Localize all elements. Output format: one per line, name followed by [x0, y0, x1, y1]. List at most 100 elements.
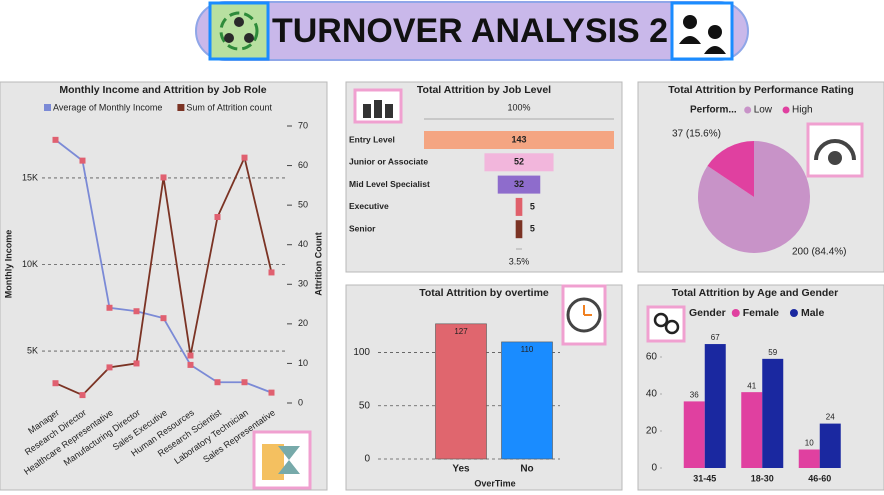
- data-label: 200 (84.4%): [792, 247, 846, 258]
- y2-tick-label: 40: [298, 239, 308, 249]
- x-tick-label: 31-45: [693, 473, 716, 483]
- header-banner: [195, 1, 749, 61]
- legend-label: Sum of Attrition count: [186, 102, 272, 112]
- data-label: 32: [514, 179, 524, 189]
- funnel-bar: [484, 153, 554, 172]
- icon-shape: [385, 104, 393, 118]
- legend-swatch: [44, 104, 51, 111]
- icon-person: [679, 36, 701, 44]
- bar: [704, 344, 726, 468]
- category-label: Entry Level: [349, 134, 395, 144]
- point-marker: [160, 174, 167, 181]
- legend-swatch: [789, 309, 798, 317]
- chart-title: Total Attrition by Age and Gender: [672, 287, 838, 299]
- chart-title: Monthly Income and Attrition by Job Role: [59, 84, 266, 96]
- y-axis-title: Monthly Income: [3, 230, 13, 299]
- x-tick-label: 46-60: [808, 473, 831, 483]
- bar: [741, 392, 763, 468]
- legend-title: Perform...: [690, 105, 737, 116]
- legend-label: High: [792, 105, 813, 116]
- legend-label: Average of Monthly Income: [53, 102, 162, 112]
- y2-tick-label: 20: [298, 318, 308, 328]
- y2-tick-label: 0: [298, 397, 303, 407]
- icon-shape: [828, 151, 842, 165]
- icon-person: [683, 15, 697, 29]
- data-label: 127: [454, 327, 468, 336]
- header-icon-left: [208, 1, 270, 61]
- pie-slice: [698, 141, 810, 254]
- bar: [762, 358, 784, 468]
- icon-person: [244, 33, 254, 43]
- icon-person: [234, 17, 244, 27]
- category-label: Senior: [349, 223, 376, 233]
- point-marker: [52, 380, 59, 387]
- bar: [798, 449, 820, 468]
- y-tick-label: 0: [651, 463, 657, 474]
- panel: [0, 81, 328, 491]
- y2-tick-label: 70: [298, 120, 308, 130]
- legend-swatch: [731, 309, 740, 317]
- point-marker: [187, 352, 194, 359]
- category-label: Junior or Associate: [349, 157, 428, 167]
- y-tick-label: 60: [646, 352, 658, 363]
- icon-shape: [664, 319, 680, 335]
- pie-slice: [707, 141, 754, 197]
- point-marker: [106, 364, 113, 371]
- icon-shape: [653, 312, 669, 328]
- legend-swatch: [744, 106, 752, 114]
- icon-person: [708, 25, 722, 39]
- point-marker: [241, 154, 248, 161]
- icon-shape: [374, 100, 382, 118]
- chart-title: Total Attrition by Performance Rating: [668, 84, 854, 96]
- data-label: 10: [805, 439, 814, 448]
- point-marker: [160, 315, 167, 322]
- data-label: 5: [530, 201, 535, 211]
- icon-person: [224, 33, 234, 43]
- point-marker: [268, 269, 275, 276]
- legend-title: Gender: [689, 307, 726, 319]
- data-label: 5: [530, 224, 535, 234]
- category-label: Mid Level Specialist: [349, 179, 430, 189]
- icon-shape: [262, 444, 284, 480]
- data-label: 37 (15.6%): [672, 129, 721, 140]
- y-tick-label: 10K: [22, 259, 38, 269]
- icon-shape: [363, 104, 371, 118]
- data-label: 24: [826, 413, 835, 422]
- data-label: 36: [690, 391, 699, 400]
- icon-shape: [278, 446, 300, 474]
- x-tick-label: 18-30: [751, 473, 774, 483]
- page-title: TURNOVER ANALYSIS 2: [272, 12, 668, 50]
- y-tick-label: 20: [646, 426, 658, 437]
- funnel-bar: [497, 175, 541, 194]
- point-marker: [79, 392, 86, 399]
- y-tick-label: 0: [364, 454, 370, 465]
- data-label: 41: [747, 381, 756, 390]
- point-marker: [241, 379, 248, 386]
- bar: [683, 401, 705, 468]
- data-label: 59: [768, 348, 777, 357]
- funnel-bar: [424, 131, 614, 149]
- icon-cycle: [219, 11, 259, 51]
- point-marker: [106, 304, 113, 311]
- point-marker: [133, 308, 140, 315]
- conversion-label: 3.5%: [509, 256, 530, 266]
- y-tick-label: 40: [646, 389, 658, 400]
- y2-tick-label: 10: [298, 358, 308, 368]
- point-marker: [214, 214, 221, 221]
- funnel-bar: [515, 197, 523, 216]
- funnel-bar: [515, 220, 523, 239]
- bar: [435, 323, 487, 460]
- y2-tick-label: 60: [298, 160, 308, 170]
- x-tick-label: No: [520, 464, 533, 475]
- y2-tick-label: 30: [298, 279, 308, 289]
- chart-title: Total Attrition by Job Level: [417, 84, 551, 96]
- data-label: 110: [521, 345, 534, 354]
- legend-label: Low: [754, 105, 773, 116]
- y2-axis-title: Attrition Count: [313, 232, 323, 295]
- point-marker: [187, 361, 194, 368]
- y-tick-label: 100: [353, 347, 370, 358]
- icon-shape: [814, 139, 856, 161]
- data-label: 67: [711, 333, 720, 342]
- data-label: 143: [511, 134, 526, 144]
